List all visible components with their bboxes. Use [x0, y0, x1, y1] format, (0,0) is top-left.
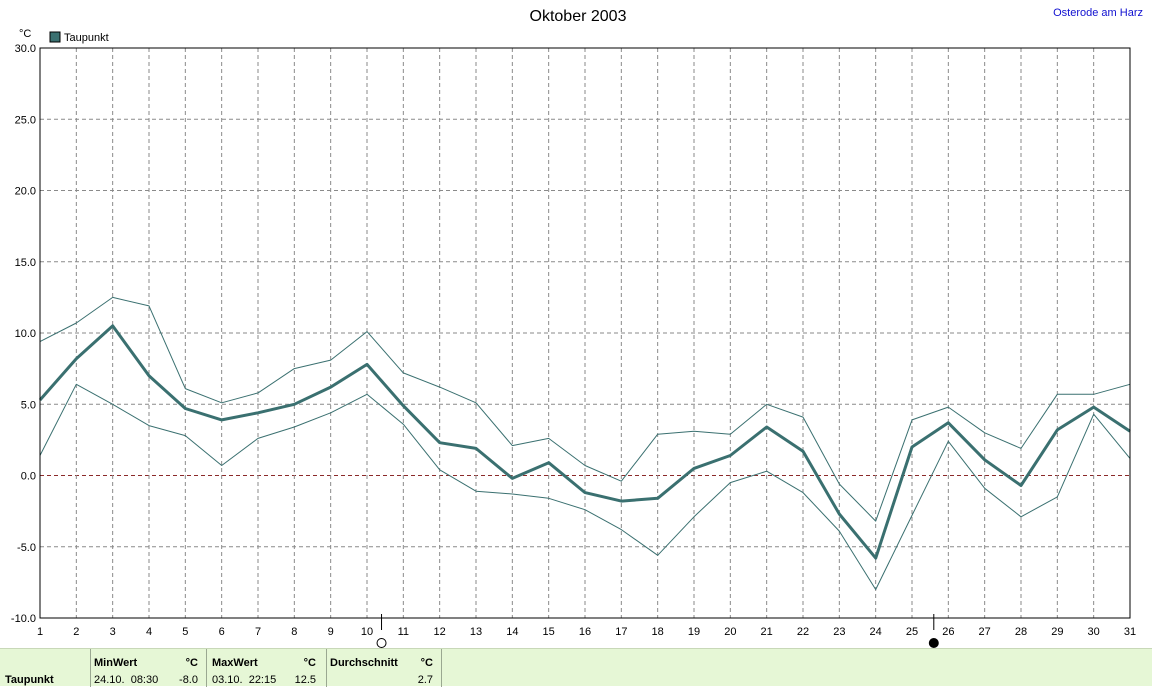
- y-tick-label: -5.0: [17, 542, 36, 554]
- chart: Oktober 2003 Osterode am Harz °C Taupunk…: [11, 7, 1143, 648]
- x-tick-label: 24: [870, 626, 882, 638]
- x-tick-label: 7: [255, 626, 261, 638]
- x-tick-label: 21: [761, 626, 773, 638]
- x-tick-label: 4: [146, 626, 152, 638]
- min-label: MinWert: [94, 657, 138, 669]
- x-tick-label: 15: [543, 626, 555, 638]
- y-tick-label: 30.0: [15, 43, 36, 55]
- min-time: 24.10. 08:30: [94, 674, 159, 686]
- x-tick-label: 14: [506, 626, 518, 638]
- x-tick-label: 16: [579, 626, 591, 638]
- x-tick-label: 25: [906, 626, 918, 638]
- x-tick-label: 27: [979, 626, 991, 638]
- location-label: Osterode am Harz: [1053, 7, 1143, 19]
- x-tick-label: 12: [434, 626, 446, 638]
- x-tick-label: 28: [1015, 626, 1027, 638]
- moon-markers: [376, 614, 939, 648]
- series-lines: [38, 296, 1131, 590]
- x-tick-label: 30: [1088, 626, 1100, 638]
- y-tick-label: 0.0: [21, 471, 36, 483]
- stats-row-label: Taupunkt: [5, 674, 54, 686]
- min-cell: MinWert °C 24.10. 08:30 -8.0: [91, 649, 207, 687]
- legend-label: Taupunkt: [64, 32, 109, 44]
- x-tick-label: 22: [797, 626, 809, 638]
- y-tick-label: -10.0: [11, 613, 36, 625]
- max-time: 03.10. 22:15: [212, 674, 277, 686]
- min-value: -8.0: [179, 674, 198, 686]
- series-line-max: [39, 296, 1131, 522]
- max-value: 12.5: [294, 674, 316, 686]
- y-tick-label: 15.0: [15, 257, 36, 269]
- x-tick-label: 20: [724, 626, 736, 638]
- x-tick-label: 23: [833, 626, 845, 638]
- x-tick-label: 29: [1051, 626, 1063, 638]
- x-tick-label: 17: [615, 626, 627, 638]
- x-tick-label: 8: [291, 626, 297, 638]
- max-label: MaxWert: [212, 657, 258, 669]
- legend-swatch: [49, 31, 61, 43]
- y-tick-label: 5.0: [21, 399, 36, 411]
- max-unit: °C: [303, 657, 316, 669]
- x-tick-label: 6: [219, 626, 225, 638]
- y-tick-label: 20.0: [15, 186, 36, 198]
- y-axis-ticks: -10.0 -5.0 0.0 5.0 10.0 15.0 20.0 25.0 30.0: [11, 43, 36, 625]
- stats-bar: Taupunkt MinWert °C 24.10. 08:30 -8.0 Ma…: [0, 648, 1152, 687]
- x-axis-ticks: 1 2 3 4 5 6 7 8 9 10 11 12 13 14 15 16 17 18 19 20 21 22 23 24 2…: [37, 626, 1136, 638]
- series-line-mean: [38, 324, 1131, 560]
- x-tick-label: 3: [110, 626, 116, 638]
- stats-row-label-cell: Taupunkt: [0, 649, 91, 687]
- x-tick-label: 9: [328, 626, 334, 638]
- x-tick-label: 18: [652, 626, 664, 638]
- x-tick-label: 31: [1124, 626, 1136, 638]
- grid: [40, 48, 1130, 618]
- x-tick-label: 10: [361, 626, 373, 638]
- avg-value: 2.7: [417, 674, 433, 686]
- avg-unit: °C: [420, 657, 433, 669]
- y-axis-unit: °C: [19, 28, 31, 40]
- x-tick-label: 5: [182, 626, 188, 638]
- x-tick-label: 19: [688, 626, 700, 638]
- avg-cell: Durchschnitt °C 2.7: [327, 649, 442, 687]
- min-unit: °C: [185, 657, 198, 669]
- chart-title: Oktober 2003: [530, 8, 627, 25]
- y-tick-label: 25.0: [15, 114, 36, 126]
- avg-label: Durchschnitt: [330, 657, 398, 669]
- full-moon-icon: [376, 638, 387, 648]
- plot-frame: [39, 47, 1131, 619]
- series-line-min: [39, 383, 1131, 590]
- x-tick-label: 11: [398, 626, 409, 638]
- new-moon-icon: [928, 638, 939, 648]
- x-tick-label: 2: [73, 626, 79, 638]
- y-tick-label: 10.0: [15, 328, 36, 340]
- max-cell: MaxWert °C 03.10. 22:15 12.5: [207, 649, 327, 687]
- x-tick-label: 1: [37, 626, 43, 638]
- x-tick-label: 26: [942, 626, 954, 638]
- x-tick-label: 13: [470, 626, 482, 638]
